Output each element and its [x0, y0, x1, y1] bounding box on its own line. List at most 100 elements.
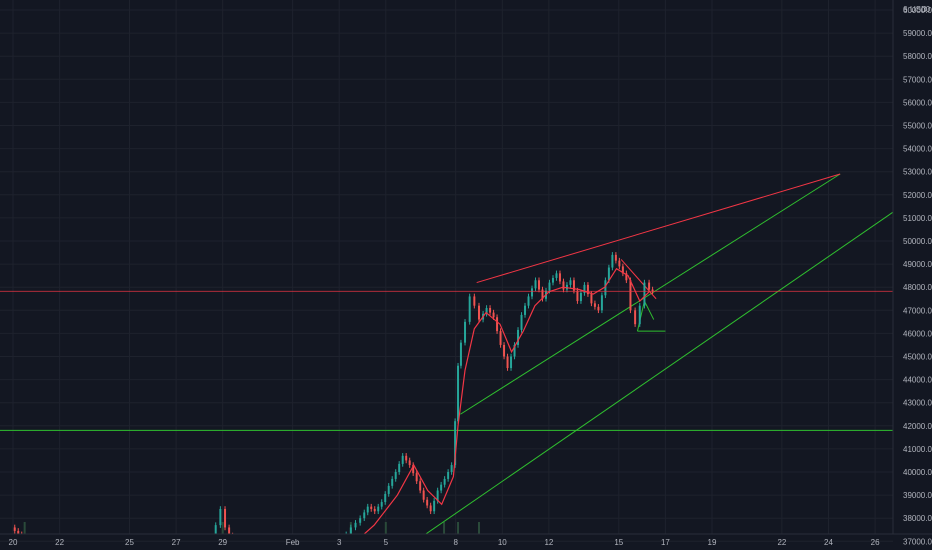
candle-body — [394, 472, 397, 479]
candle-body — [13, 527, 16, 531]
candle-body — [370, 506, 373, 509]
candle-body — [503, 344, 506, 357]
candle-body — [401, 455, 404, 464]
candle-body — [459, 342, 462, 366]
candle-body — [489, 307, 492, 313]
price-tick-label: 39000.00 — [903, 491, 932, 500]
candle-body — [537, 280, 540, 290]
price-tick-label: 50000.00 — [903, 237, 932, 246]
price-tick-label: 48000.00 — [903, 283, 932, 292]
price-tick-label: 51000.00 — [903, 214, 932, 223]
candle-body — [510, 356, 513, 369]
candle-body — [614, 254, 617, 261]
candle-body — [373, 508, 376, 512]
price-axis[interactable]: 6 USD l0 60000.00 59000.00 58000.00 57000.0… — [892, 0, 932, 550]
candle-body — [517, 329, 520, 345]
candle-body — [611, 254, 614, 268]
candle-body — [433, 500, 436, 512]
trend-line — [620, 259, 657, 300]
candle-body — [597, 306, 600, 311]
price-tick-label: 54000.00 — [903, 145, 932, 154]
trend-line — [460, 173, 841, 415]
candle-body — [551, 277, 554, 283]
candle-body — [648, 282, 651, 290]
time-tick-label: 8 — [453, 538, 458, 547]
candle-body — [408, 460, 411, 466]
candle-body — [604, 280, 607, 296]
header-currency: USD — [910, 5, 927, 14]
candle-body — [447, 472, 450, 479]
candle-body — [17, 530, 20, 534]
candle-body — [391, 478, 394, 486]
time-tick-label: 29 — [218, 538, 227, 547]
candle-body — [412, 465, 415, 474]
candle-body — [354, 522, 357, 528]
candle-body — [583, 284, 586, 293]
moving-average-line — [363, 267, 650, 534]
candle-body — [457, 365, 460, 422]
time-tick-label: 24 — [824, 538, 833, 547]
time-tick-label: 26 — [871, 538, 880, 547]
candle-body — [363, 512, 366, 519]
candle-body — [415, 473, 418, 482]
candle-body — [527, 296, 530, 306]
candle-body — [576, 290, 579, 302]
candle-body — [586, 284, 589, 295]
candle-body — [548, 282, 551, 291]
candle-body — [513, 344, 516, 357]
price-tick-label: 43000.00 — [903, 399, 932, 408]
candle-body — [380, 502, 383, 507]
price-tick-label: 49000.00 — [903, 260, 932, 269]
trend-line — [476, 173, 841, 284]
volume-layer — [23, 522, 480, 534]
candle-body — [600, 295, 603, 311]
price-axis-background — [893, 0, 932, 550]
candle-body — [492, 312, 495, 318]
candle-body — [468, 296, 471, 322]
candle-body — [440, 484, 443, 491]
price-tick-label: 38000.00 — [903, 514, 932, 523]
candle-body — [426, 499, 429, 506]
candle-body — [485, 307, 488, 314]
candle-body — [634, 310, 637, 325]
candle-body — [398, 463, 401, 472]
time-tick-label: 19 — [708, 538, 717, 547]
price-tick-label: 41000.00 — [903, 445, 932, 454]
price-layer — [13, 252, 654, 534]
candle-body — [643, 282, 646, 306]
candle-body — [618, 260, 621, 267]
candle-body — [464, 321, 467, 343]
price-tick-label: 46000.00 — [903, 329, 932, 338]
candle-body — [534, 280, 537, 289]
price-tick-label: 47000.00 — [903, 306, 932, 315]
candle-body — [572, 280, 575, 291]
time-tick-label: 15 — [614, 538, 623, 547]
candle-body — [524, 305, 527, 315]
candle-body — [520, 314, 523, 330]
trend-line — [636, 300, 645, 332]
price-tick-label: 60000.00 — [903, 6, 932, 15]
candle-body — [419, 481, 422, 491]
header-unit: l0 — [924, 5, 931, 14]
candle-body — [436, 490, 439, 501]
candle-body — [454, 421, 457, 466]
candle-body — [366, 506, 369, 513]
candle-body — [625, 273, 628, 281]
candle-body — [384, 493, 387, 503]
price-tick-label: 59000.00 — [903, 29, 932, 38]
time-axis[interactable]: 20 22 25 27 29 Feb 3 5 8 10 12 15 17 19 22 24 26 — [0, 533, 932, 547]
time-tick-label: 20 — [9, 538, 18, 547]
price-tick-label: 52000.00 — [903, 191, 932, 200]
price-tick-label: 55000.00 — [903, 122, 932, 131]
time-tick-label: Feb — [286, 538, 300, 547]
time-tick-label: 12 — [544, 538, 553, 547]
candle-body — [569, 280, 572, 285]
price-tick-label: 53000.00 — [903, 168, 932, 177]
time-tick-label: 10 — [498, 538, 507, 547]
candle-body — [349, 527, 352, 534]
time-tick-label: 25 — [125, 538, 134, 547]
candle-body — [496, 317, 499, 332]
candle-body — [593, 303, 596, 307]
